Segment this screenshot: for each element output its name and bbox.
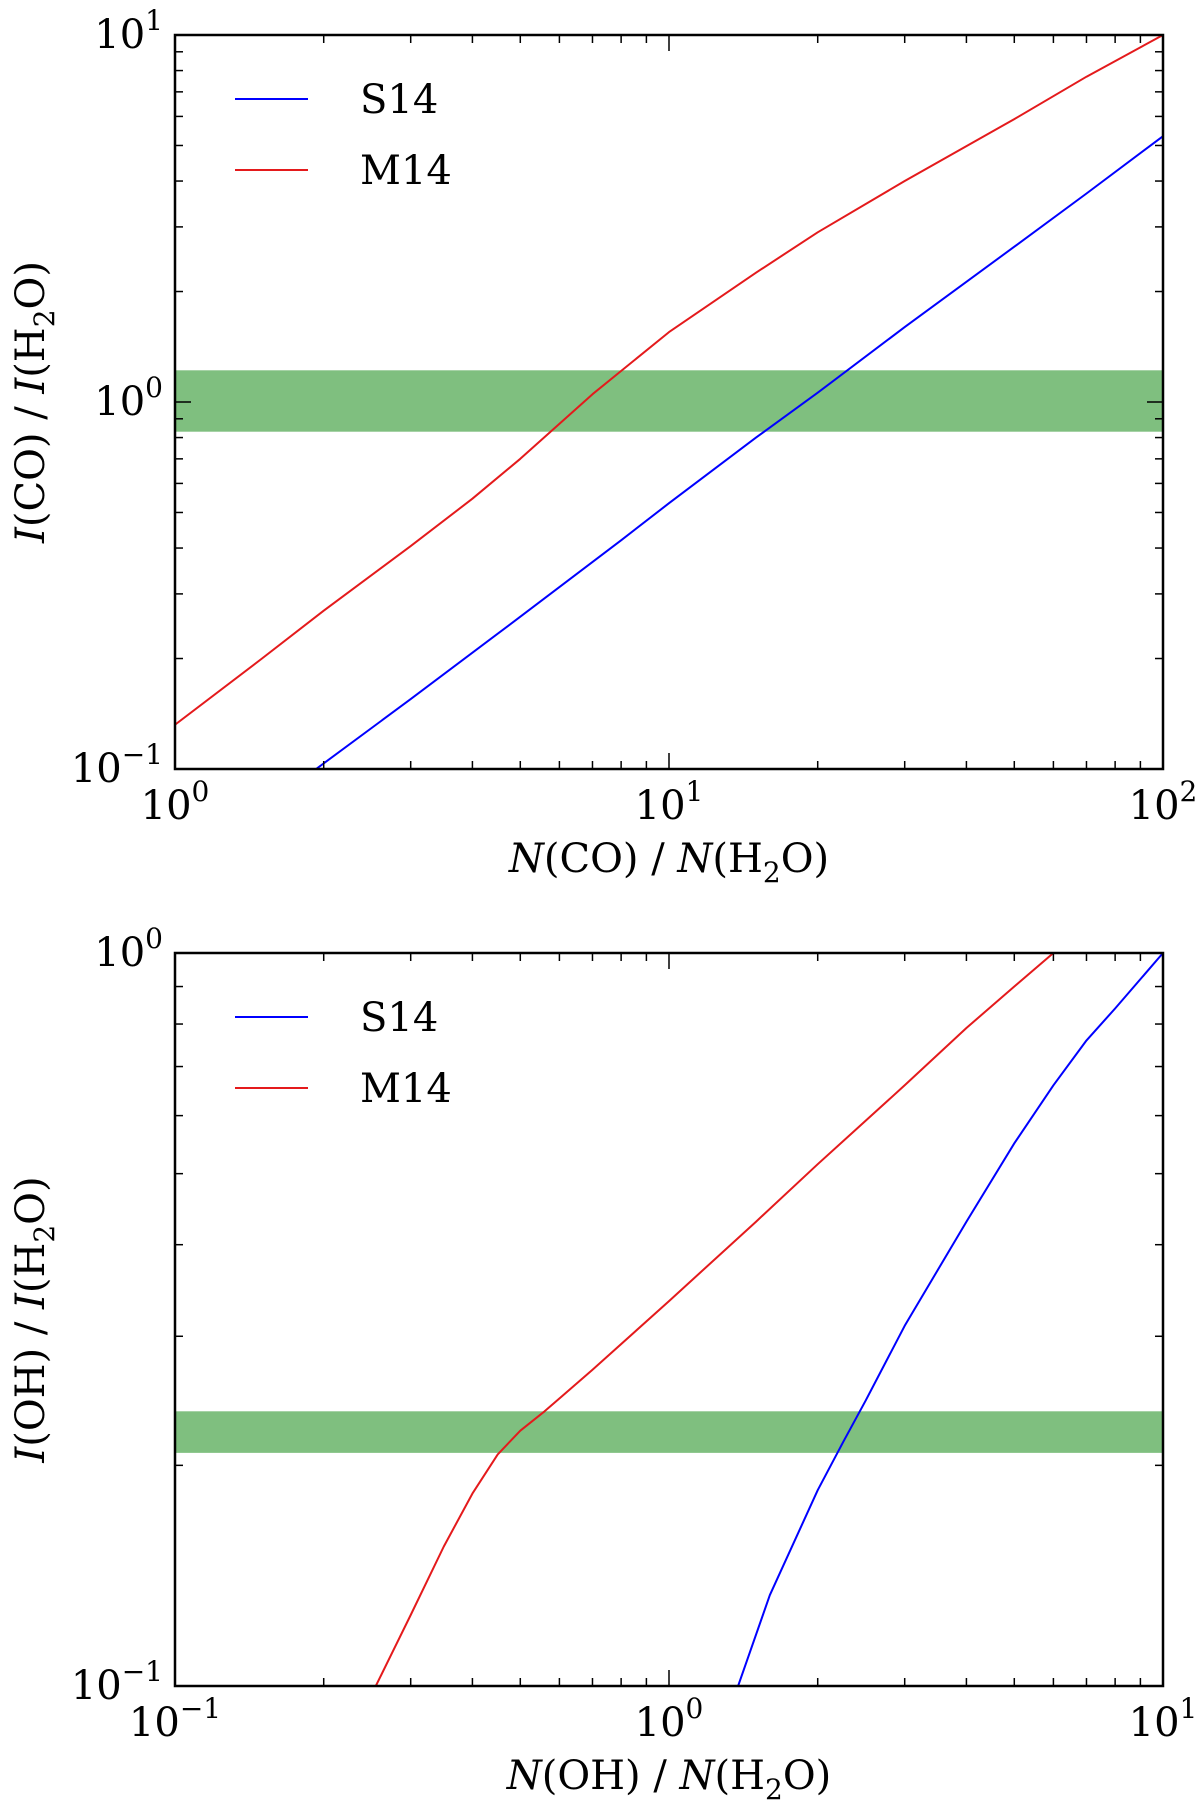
- x-axis-label: N(OH) / N(H2O): [506, 1753, 832, 1803]
- axes-frame: [173, 951, 1165, 1688]
- series-line-m14: [175, 35, 1163, 726]
- axes-frame: [173, 33, 1165, 771]
- y-tick-label: 10−1: [71, 738, 163, 792]
- series-line-m14: [374, 953, 1055, 1686]
- x-tick-label: 102: [1129, 775, 1198, 829]
- legend-label-s14: S14: [360, 995, 438, 1041]
- x-tick-label: 10−1: [129, 1692, 221, 1746]
- y-tick-label: 100: [94, 371, 163, 425]
- y-axis-label: I(OH) / I(H2O): [8, 1176, 61, 1463]
- x-tick-label: 100: [635, 1692, 704, 1746]
- legend-label-m14: M14: [360, 148, 452, 194]
- y-tick-label: 100: [94, 922, 163, 976]
- y-axis-label: I(CO) / I(H2O): [8, 261, 61, 544]
- legend-label-s14: S14: [360, 77, 438, 123]
- x-tick-label: 101: [1129, 1692, 1198, 1746]
- y-tick-label: 10−1: [71, 1655, 163, 1709]
- x-tick-label: 101: [635, 775, 704, 829]
- x-tick-label: 100: [141, 775, 210, 829]
- series-line-s14: [315, 135, 1163, 769]
- chart-panel-2: 10−1 100 101 10−1 100 N(OH) / N(H2O) I(OH) / I…: [8, 922, 1197, 1803]
- green-band: [175, 370, 1163, 432]
- legend-label-m14: M14: [360, 1066, 452, 1112]
- y-tick-label: 101: [94, 4, 163, 58]
- green-band: [175, 1411, 1163, 1453]
- x-axis-label: N(CO) / N(H2O): [508, 836, 829, 889]
- series-line-s14: [737, 953, 1163, 1686]
